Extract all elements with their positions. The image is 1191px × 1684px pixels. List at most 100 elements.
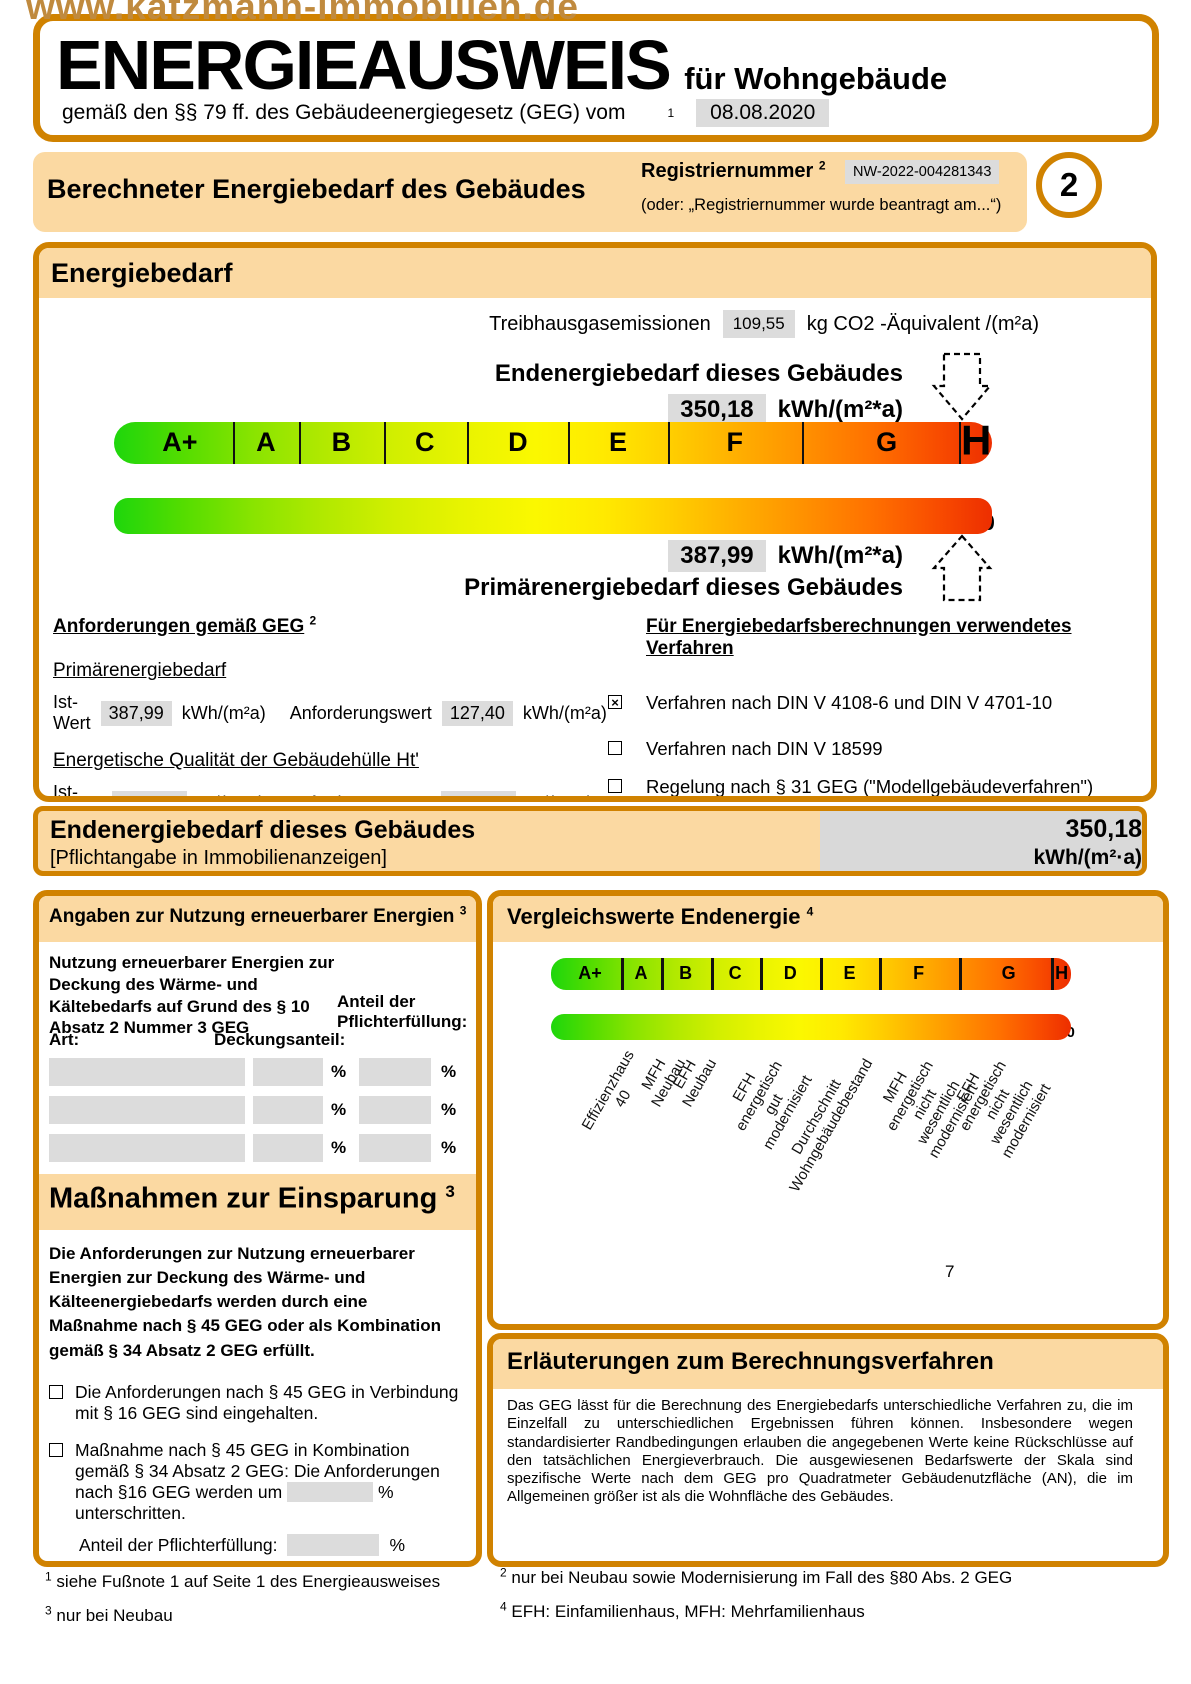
scale-divider <box>958 422 961 464</box>
col-anteil-label: Anteil der Pflichterfüllung: <box>337 992 468 1031</box>
verfahren-checkbox-din4108[interactable]: × <box>608 695 622 709</box>
percent-sign: % <box>331 1100 347 1119</box>
endband-subtitle: [Pflichtangabe in Immobilienanzeigen] <box>50 847 387 869</box>
energiebedarf-band: Energiebedarf <box>39 248 1151 298</box>
law-reference: gemäß den §§ 79 ff. des Gebäudeenergiege… <box>62 101 626 124</box>
massnahmen-item-label-post: % unterschritten. <box>75 1482 394 1523</box>
scale-divider <box>466 422 469 464</box>
primaerenergiebedarf-heading: Primärenergiebedarf <box>53 660 227 681</box>
deckungsanteil-field-1[interactable] <box>253 1058 323 1086</box>
verfahren-item-label: Verfahren nach DIN V 18599 <box>646 738 883 759</box>
massnahmen-item-label: Die Anforderungen nach § 45 GEG in Verbi… <box>75 1382 459 1423</box>
huelle-ist-unit: W/(m²K) <box>197 793 264 797</box>
scale-divider <box>232 422 235 464</box>
pflicht-field-3[interactable] <box>359 1134 431 1162</box>
erlaeuterungen-title: Erläuterungen zum Berechnungsverfahren <box>507 1348 994 1375</box>
massnahmen-band: Maßnahmen zur Einsparung 3 <box>39 1174 476 1230</box>
energiebedarf-title: Energiebedarf <box>51 258 233 288</box>
col-art-label: Art: <box>49 1030 80 1049</box>
scale-letter-D: D <box>508 426 528 457</box>
endband-value: 350,18 <box>1065 815 1142 843</box>
anforderungswert-label: Anforderungswert <box>288 793 430 797</box>
vergleich-scale-bar: A+ A B C D E F G H <box>551 958 1071 990</box>
anforderungen-footnote-marker: 2 <box>309 613 317 628</box>
scale-letter-D: D <box>783 963 797 984</box>
scale-letter-G: G <box>876 426 898 457</box>
registration-label: Registriernummer <box>641 160 814 182</box>
section-title: Berechneter Energiebedarf des Gebäudes <box>47 174 586 204</box>
primaer-ist-field[interactable]: 387,99 <box>100 700 172 726</box>
endenergie-value-field[interactable]: 350,18 <box>668 394 766 426</box>
verfahren-checkbox-din18599[interactable] <box>608 741 622 755</box>
anteil-pflichterfuellung-label: Anteil der Pflichterfüllung: <box>79 1534 278 1555</box>
scale-divider <box>383 422 386 464</box>
scale-letter-F: F <box>726 426 743 457</box>
primary-scale-bar <box>114 498 992 534</box>
erneuerbare-band: Angaben zur Nutzung erneuerbarer Energie… <box>39 896 476 942</box>
ist-wert-label: Ist-Wert <box>53 692 91 733</box>
endenergie-label: Endenergiebedarf dieses Gebäudes <box>494 360 903 387</box>
endband-value-panel: 350,18 kWh/(m²·a) <box>820 811 1142 871</box>
vergleich-page-hint: 7 <box>945 1262 955 1281</box>
scale-divider <box>710 958 714 990</box>
ghg-label: Treibhausgasemissionen <box>489 312 711 335</box>
scale-divider <box>668 422 671 464</box>
percent-sign: % <box>331 1062 347 1081</box>
massnahmen-checkbox-2[interactable] <box>49 1443 63 1457</box>
endband-title: Endenergiebedarf dieses Gebäudes <box>50 816 476 844</box>
vergleichswerte-band: Vergleichswerte Endenergie 4 <box>493 896 1163 942</box>
art-field-2[interactable] <box>49 1096 245 1124</box>
vergleichswerte-box: Vergleichswerte Endenergie 4 A+ A B C D E F G H … <box>487 890 1169 1330</box>
anforderungswert-label: Anforderungswert <box>289 702 432 723</box>
pflicht-field-2[interactable] <box>359 1096 431 1124</box>
scale-divider <box>660 958 664 990</box>
erlaeuterungen-body: Das GEG lässt für die Berechnung des Ene… <box>507 1397 1133 1506</box>
art-field-3[interactable] <box>49 1134 245 1162</box>
scale-divider <box>1051 958 1055 990</box>
footnote-3-marker: 3 <box>45 1603 52 1618</box>
scale-letter-H: H <box>961 416 992 464</box>
scale-letter-A: A <box>256 426 276 457</box>
ist-wert-label: Ist-Wert <box>53 782 78 802</box>
percent-sign: % <box>331 1138 347 1157</box>
erlaeuterungen-box: Erläuterungen zum Berechnungsverfahren D… <box>487 1333 1169 1567</box>
vergleich-labels: Effizienzhaus 40 MFH Neubau EFH Neubau EFH … <box>578 1047 1055 1195</box>
huelle-ist-field[interactable]: 1,13 <box>112 790 188 796</box>
scale-divider <box>879 958 883 990</box>
erlaeuterungen-band: Erläuterungen zum Berechnungsverfahren <box>493 1339 1163 1389</box>
ghg-value-field[interactable]: 109,55 <box>722 310 795 338</box>
watermark: www.katzmann-immobilien.de <box>26 0 579 27</box>
primaer-value-field[interactable]: 387,99 <box>668 540 766 572</box>
massnahmen-checkbox-1[interactable] <box>49 1385 63 1399</box>
registration-number-field[interactable]: NW-2022-004281343 <box>845 160 1000 184</box>
vergleich-gradient-bar <box>551 1014 1071 1040</box>
massnahmen-item-label: Maßnahme nach § 45 GEG in Kombination ge… <box>75 1440 440 1502</box>
scale-divider <box>299 422 302 464</box>
percent-sign: % <box>441 1138 457 1157</box>
scale-divider <box>958 958 962 990</box>
deckungsanteil-field-2[interactable] <box>253 1096 323 1124</box>
anteil-pflichterfuellung-field[interactable] <box>287 1534 380 1556</box>
registration-alt-text: (oder: „Registriernummer wurde beantragt… <box>641 196 1002 214</box>
erneuerbare-title: Angaben zur Nutzung erneuerbarer Energie… <box>49 906 455 927</box>
scale-letter-A: A <box>634 963 648 984</box>
percent-sign: % <box>441 1062 457 1081</box>
pflicht-field-1[interactable] <box>359 1058 431 1086</box>
scale-divider <box>819 958 823 990</box>
scale-divider <box>760 958 764 990</box>
anforderungen-title: Anforderungen gemäß GEG <box>53 616 305 637</box>
scale-letter-A+: A+ <box>578 963 602 984</box>
scale-letter-C: C <box>415 426 435 457</box>
unterschreitung-field[interactable] <box>287 1482 374 1502</box>
col-deckungsanteil-label: Deckungsanteil: <box>214 1030 346 1049</box>
art-field-1[interactable] <box>49 1058 245 1086</box>
verfahren-checkbox-modellgebaeude[interactable] <box>608 779 622 793</box>
huelle-anforderung-field[interactable]: 0,45 <box>440 790 516 796</box>
scale-letter-F: F <box>913 963 925 984</box>
primaer-anforderung-field[interactable]: 127,40 <box>441 700 513 726</box>
law-date-field[interactable]: 08.08.2020 <box>696 99 830 127</box>
section-header-bar: Berechneter Energiebedarf des Gebäudes R… <box>33 152 1027 232</box>
deckungsanteil-field-3[interactable] <box>253 1134 323 1162</box>
footnote-1-marker: 1 <box>45 1569 52 1584</box>
